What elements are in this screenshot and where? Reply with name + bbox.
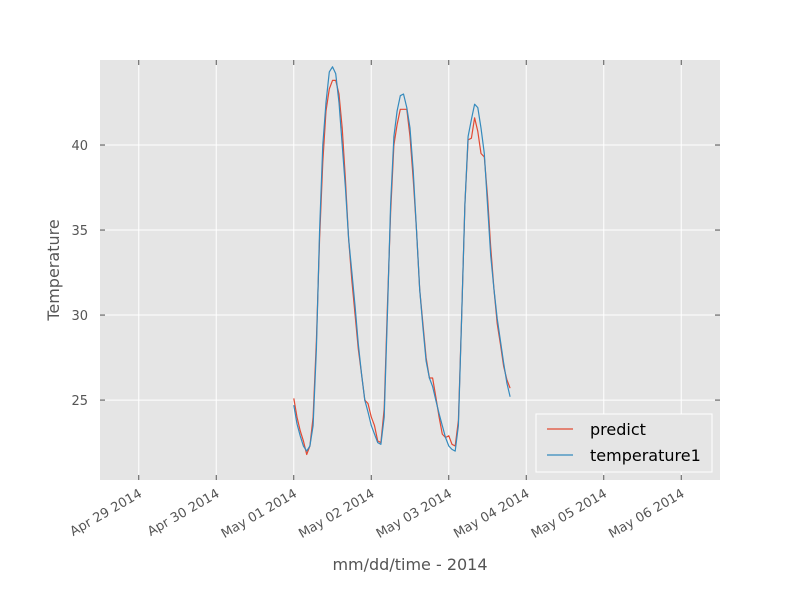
legend-label-predict: predict — [590, 420, 646, 439]
legend: predict temperature1 — [535, 413, 713, 473]
series-line-predict — [293, 79, 511, 456]
y-tick-label: 25 — [71, 394, 88, 409]
grid — [100, 60, 720, 480]
legend-box — [535, 413, 713, 473]
y-tick-label: 35 — [71, 224, 88, 239]
y-tick-label: 30 — [71, 309, 88, 324]
x-axis-label: mm/dd/time - 2014 — [332, 555, 487, 574]
legend-label-temperature1: temperature1 — [590, 446, 701, 465]
y-axis-label: Temperature — [44, 219, 63, 321]
y-tick-label: 40 — [71, 139, 88, 154]
y-tick-labels: 25 30 35 40 — [71, 139, 88, 409]
series-lines — [293, 66, 511, 456]
series-line-temperature1 — [293, 66, 511, 452]
axis-ticks — [100, 60, 720, 480]
